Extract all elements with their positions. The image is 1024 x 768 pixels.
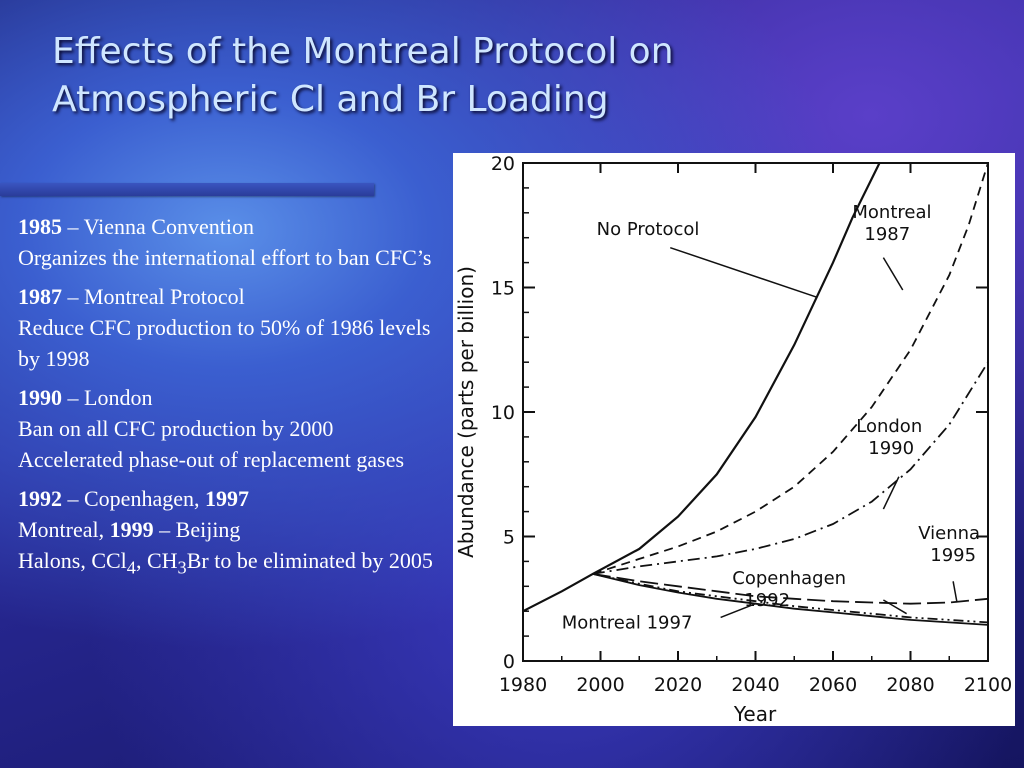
bullet-year: 1987: [18, 284, 62, 309]
series-line-montreal-1997: [592, 573, 989, 626]
timeline-item-1987: 1987 – Montreal Protocol Reduce CFC prod…: [18, 281, 438, 374]
bullet-year-2: 1997: [204, 486, 249, 511]
annotation-vienna-1995: Vienna: [918, 523, 980, 544]
bullet-year-3: 1999: [109, 517, 154, 542]
series-line-vienna-1995: [592, 573, 989, 605]
bullet-event: – Montreal Protocol: [62, 284, 245, 309]
title-line-2: Atmospheric Cl and Br Loading: [52, 79, 609, 120]
bullet-year: 1992: [18, 486, 62, 511]
annotation-year-london-1990: 1990: [868, 438, 914, 459]
x-axis-label: Year: [733, 702, 777, 726]
bullet-year: 1990: [18, 385, 62, 410]
annotation-year-vienna-1995: 1995: [930, 545, 976, 566]
bullet-detail: Organizes the international effort to ba…: [18, 245, 432, 270]
x-tick-label-2100: 2100: [964, 674, 1012, 696]
chart-svg: 1980 2000 2020 2040 2060 2080 2100 0 5 10 15 20 No…: [454, 153, 1012, 726]
leader-line-montreal-1987: [882, 257, 904, 291]
bullet-event: – London: [62, 385, 153, 410]
subscript-3: 3: [177, 557, 187, 578]
bullet-detail-a: Halons, CCl: [18, 548, 127, 573]
y-tick-label-15: 15: [491, 278, 515, 300]
bullet-year: 1985: [18, 214, 62, 239]
bullet-detail-b: , CH: [135, 548, 178, 573]
series-line-copenhagen-1992: [592, 573, 989, 624]
leader-line-london-1990: [882, 476, 900, 510]
annotation-montreal-1987: Montreal: [852, 202, 931, 223]
x-axis: 1980 2000 2020 2040 2060 2080 2100: [499, 163, 1012, 696]
annotation-london-1990: London: [856, 416, 922, 437]
leader-line-copenhagen-1992: [882, 599, 908, 615]
y-tick-label-5: 5: [503, 527, 515, 549]
timeline-item-1990: 1990 – London Ban on all CFC production …: [18, 382, 438, 475]
timeline-item-1992: 1992 – Copenhagen, 1997 Montreal, 1999 –…: [18, 483, 438, 583]
series-line-montreal-1987: [592, 162, 989, 575]
timeline-list: 1985 – Vienna Convention Organizes the i…: [18, 211, 438, 591]
title-line-1: Effects of the Montreal Protocol on: [52, 31, 674, 72]
y-tick-label-10: 10: [491, 402, 515, 424]
slide-title: Effects of the Montreal Protocol on Atmo…: [52, 28, 674, 124]
annotation-no-protocol: No Protocol: [597, 219, 700, 240]
annotation-year-copenhagen-1992: 1992: [744, 590, 790, 611]
x-tick-label-2020: 2020: [654, 674, 702, 696]
bullet-event-3: – Beijing: [153, 517, 241, 542]
annotation-year-montreal-1987: 1987: [864, 224, 910, 245]
y-axis: 0 5 10 15 20: [491, 153, 988, 673]
y-tick-label-20: 20: [491, 153, 515, 175]
bullet-event-2: Montreal,: [18, 517, 110, 542]
y-axis-label: Abundance (parts per billion): [454, 266, 478, 558]
bullet-detail: Reduce CFC production to 50% of 1986 lev…: [18, 315, 431, 371]
series-annotations: No ProtocolMontreal1987London1990Vienna1…: [562, 202, 980, 634]
annotation-copenhagen-1992: Copenhagen: [732, 568, 846, 589]
bullet-event: – Vienna Convention: [62, 214, 254, 239]
bullet-detail-c: Br to be eliminated by 2005: [186, 548, 433, 573]
abundance-chart: 1980 2000 2020 2040 2060 2080 2100 0 5 10 15 20 No…: [453, 153, 1015, 726]
y-tick-label-0: 0: [503, 651, 515, 673]
x-tick-label-2080: 2080: [886, 674, 934, 696]
series-lines: [522, 162, 989, 626]
x-tick-label-2040: 2040: [731, 674, 779, 696]
timeline-item-1985: 1985 – Vienna Convention Organizes the i…: [18, 211, 438, 273]
title-underline-bar: [0, 183, 374, 196]
leader-line-no-protocol: [670, 246, 818, 299]
x-tick-label-1980: 1980: [499, 674, 547, 696]
series-line-london-1990: [592, 361, 989, 575]
x-tick-label-2000: 2000: [576, 674, 624, 696]
x-tick-label-2060: 2060: [809, 674, 857, 696]
series-line-no-protocol: [522, 162, 881, 613]
leader-line-montreal-1997: [720, 603, 756, 619]
subscript-4: 4: [126, 557, 136, 578]
bullet-event: – Copenhagen,: [62, 486, 205, 511]
leader-line-vienna-1995: [952, 581, 958, 603]
annotation-montreal-1997: Montreal 1997: [562, 613, 693, 634]
bullet-detail: Ban on all CFC production by 2000 Accele…: [18, 416, 405, 472]
